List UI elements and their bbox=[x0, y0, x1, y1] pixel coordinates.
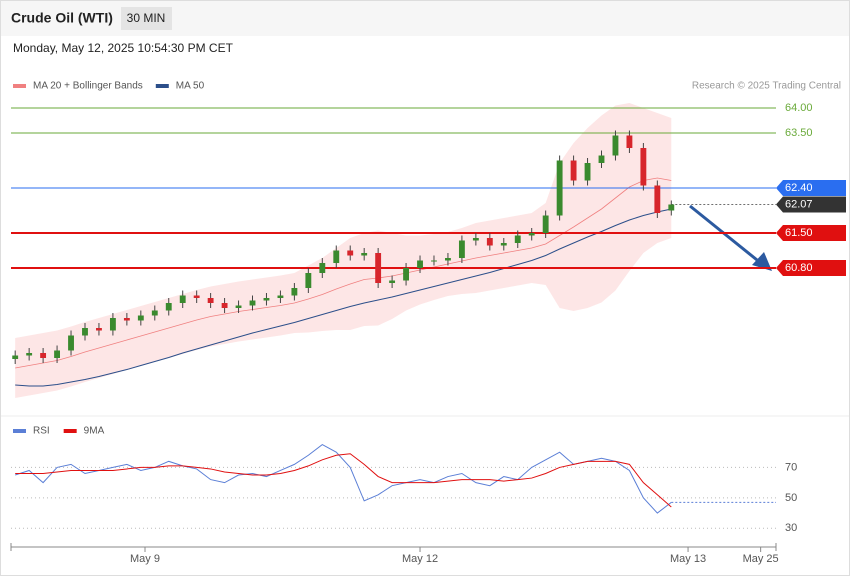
legend-label: MA 20 + Bollinger Bands bbox=[33, 81, 143, 92]
candle-body bbox=[570, 160, 577, 181]
x-tick-label: May 25 bbox=[743, 553, 779, 565]
candle-body bbox=[626, 135, 633, 148]
legend-swatch bbox=[13, 429, 26, 433]
candle-body bbox=[486, 238, 493, 246]
candle-body bbox=[598, 155, 605, 163]
candle-body bbox=[458, 240, 465, 258]
candle-body bbox=[417, 260, 423, 268]
candle-body bbox=[82, 328, 88, 336]
chart-title: Crude Oil (WTI) bbox=[11, 10, 113, 26]
x-tick-label: May 13 bbox=[670, 553, 706, 565]
candle-body bbox=[235, 305, 242, 308]
level-box bbox=[776, 225, 846, 241]
legend-swatch bbox=[155, 84, 169, 88]
candle-body bbox=[514, 235, 521, 243]
rsi-line bbox=[15, 453, 672, 508]
forecast-arrow bbox=[689, 204, 763, 266]
level-label: 62.07 bbox=[785, 198, 813, 210]
candle-body bbox=[361, 253, 368, 256]
legend-swatch bbox=[63, 429, 77, 433]
candle-body bbox=[445, 258, 451, 261]
candle-body bbox=[319, 263, 326, 273]
candle-body bbox=[431, 260, 437, 262]
timeframe-box bbox=[121, 7, 172, 30]
candle-body bbox=[500, 243, 507, 246]
rsi-line bbox=[15, 444, 672, 514]
candle-body bbox=[542, 215, 549, 233]
candle-body bbox=[556, 160, 563, 216]
candle-body bbox=[291, 288, 298, 296]
candle-body bbox=[389, 280, 396, 283]
y-tick-label: 50 bbox=[785, 492, 797, 504]
candle-body bbox=[137, 315, 144, 321]
y-tick-label: 30 bbox=[785, 522, 797, 534]
candle-body bbox=[654, 185, 661, 213]
candle-body bbox=[26, 353, 33, 356]
x-tick-label: May 12 bbox=[402, 553, 438, 565]
candle-body bbox=[472, 238, 479, 241]
x-tick-label: May 9 bbox=[130, 553, 160, 565]
candle-body bbox=[277, 295, 284, 298]
candle-body bbox=[165, 303, 172, 311]
legend-label: RSI bbox=[33, 426, 50, 437]
candle-body bbox=[528, 233, 535, 236]
candle-body bbox=[12, 355, 19, 359]
candle-body bbox=[40, 353, 47, 358]
candle-body bbox=[612, 135, 619, 156]
ma50-line bbox=[15, 208, 672, 387]
candle-body bbox=[207, 298, 214, 303]
candle-body bbox=[193, 295, 200, 298]
candle-body bbox=[263, 298, 270, 301]
candle-body bbox=[54, 350, 60, 358]
candle-body bbox=[179, 295, 186, 303]
candle-body bbox=[151, 310, 158, 316]
candle-body bbox=[668, 204, 675, 211]
candle-body bbox=[333, 250, 340, 263]
legend-label: 9MA bbox=[84, 426, 105, 437]
candle-body bbox=[305, 273, 312, 288]
y-tick-label: 70 bbox=[785, 461, 797, 473]
level-label: 60.80 bbox=[785, 262, 813, 274]
forecast-arrowhead bbox=[752, 252, 772, 271]
level-label: 63.50 bbox=[785, 127, 813, 139]
candle-body bbox=[68, 335, 74, 351]
candle-body bbox=[640, 148, 647, 186]
level-label: 61.50 bbox=[785, 227, 813, 239]
ma20-line bbox=[15, 177, 672, 369]
level-box bbox=[776, 196, 846, 213]
candle-body bbox=[123, 318, 130, 321]
subtitle: Monday, May 12, 2025 10:54:30 PM CET bbox=[13, 41, 234, 55]
candle-body bbox=[96, 328, 102, 331]
level-label: 64.00 bbox=[785, 102, 813, 114]
candle-body bbox=[347, 250, 354, 256]
credit: Research © 2025 Trading Central bbox=[692, 81, 841, 92]
legend-label: MA 50 bbox=[176, 81, 205, 92]
candle-body bbox=[584, 163, 591, 181]
level-label: 62.40 bbox=[785, 182, 813, 194]
level-box bbox=[776, 180, 846, 196]
level-box bbox=[776, 260, 846, 276]
candle-body bbox=[249, 300, 256, 306]
bollinger-band bbox=[15, 103, 672, 398]
legend-swatch bbox=[13, 84, 26, 88]
candle-body bbox=[109, 318, 116, 331]
candle-body bbox=[403, 268, 409, 281]
candle-body bbox=[221, 303, 228, 308]
timeframe: 30 MIN bbox=[127, 11, 166, 25]
candle-body bbox=[375, 253, 382, 283]
